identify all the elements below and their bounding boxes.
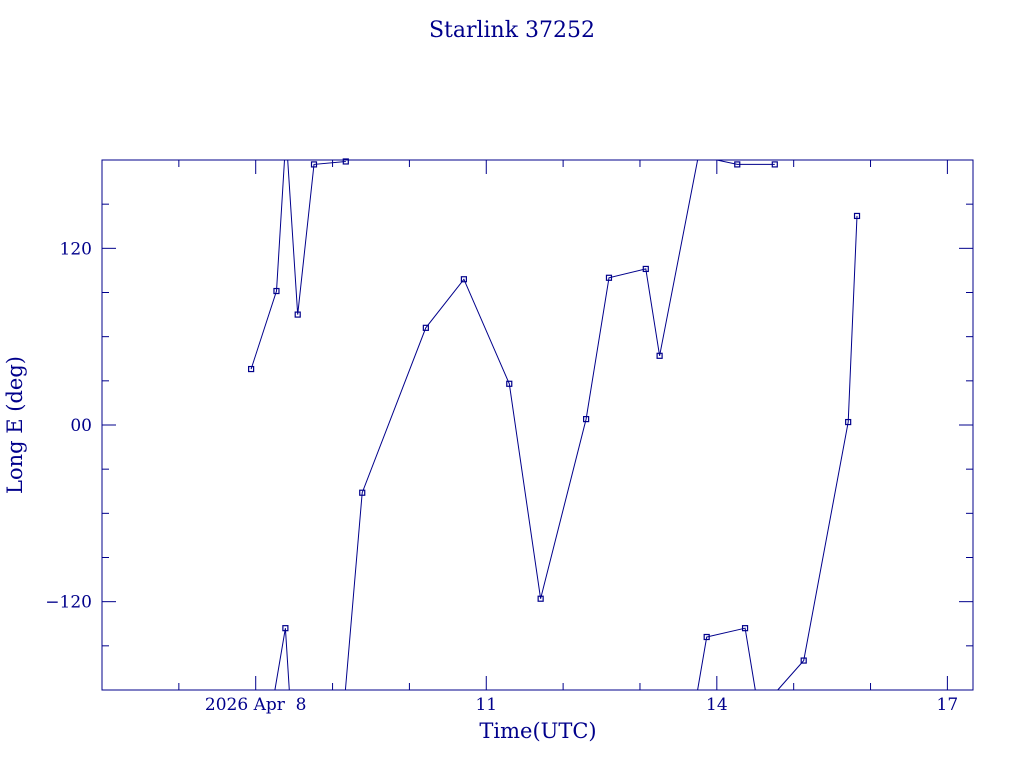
data-point [703, 633, 710, 641]
data-point [734, 161, 741, 168]
y-tick-label: 00 [70, 416, 92, 436]
data-point [359, 489, 366, 496]
data-point [506, 380, 513, 387]
y-tick-label: 120 [60, 239, 92, 259]
x-tick-labels: 2026 Apr 8 11 14 17 [205, 695, 958, 715]
series-line [777, 215, 858, 691]
series-line [274, 628, 290, 691]
series-line [344, 159, 775, 691]
x-tick-label: 17 [937, 695, 959, 715]
data-point [656, 352, 663, 359]
x-tick-label: 11 [475, 695, 497, 715]
data-markers [248, 158, 861, 664]
data-point [642, 265, 649, 273]
data-point [771, 161, 778, 168]
data-point [310, 161, 318, 168]
data-point [583, 416, 590, 423]
y-axis-label: Long E (deg) [3, 356, 27, 494]
x-tick-label: 2026 Apr 8 [205, 695, 307, 715]
data-point [422, 324, 429, 331]
data-point [800, 657, 807, 664]
data-point [537, 595, 544, 602]
data-point [282, 625, 289, 632]
data-point [853, 212, 861, 220]
data-point [605, 274, 613, 281]
data-point [845, 418, 852, 426]
series-line [697, 627, 756, 691]
data-point [273, 287, 280, 295]
data-point [741, 625, 749, 632]
chart-title: Starlink 37252 [429, 18, 595, 43]
y-tick-label: −120 [45, 593, 92, 613]
x-axis-label: Time(UTC) [479, 719, 596, 743]
series-lines [250, 159, 858, 691]
data-point [248, 365, 255, 373]
data-point [460, 276, 468, 283]
y-tick-labels: 120 00 −120 [45, 239, 92, 612]
axis-ticks [101, 160, 973, 690]
series-line [250, 159, 346, 370]
x-tick-label: 14 [706, 695, 728, 715]
data-point [294, 311, 301, 318]
data-point [342, 158, 349, 165]
plot-frame [101, 159, 974, 691]
